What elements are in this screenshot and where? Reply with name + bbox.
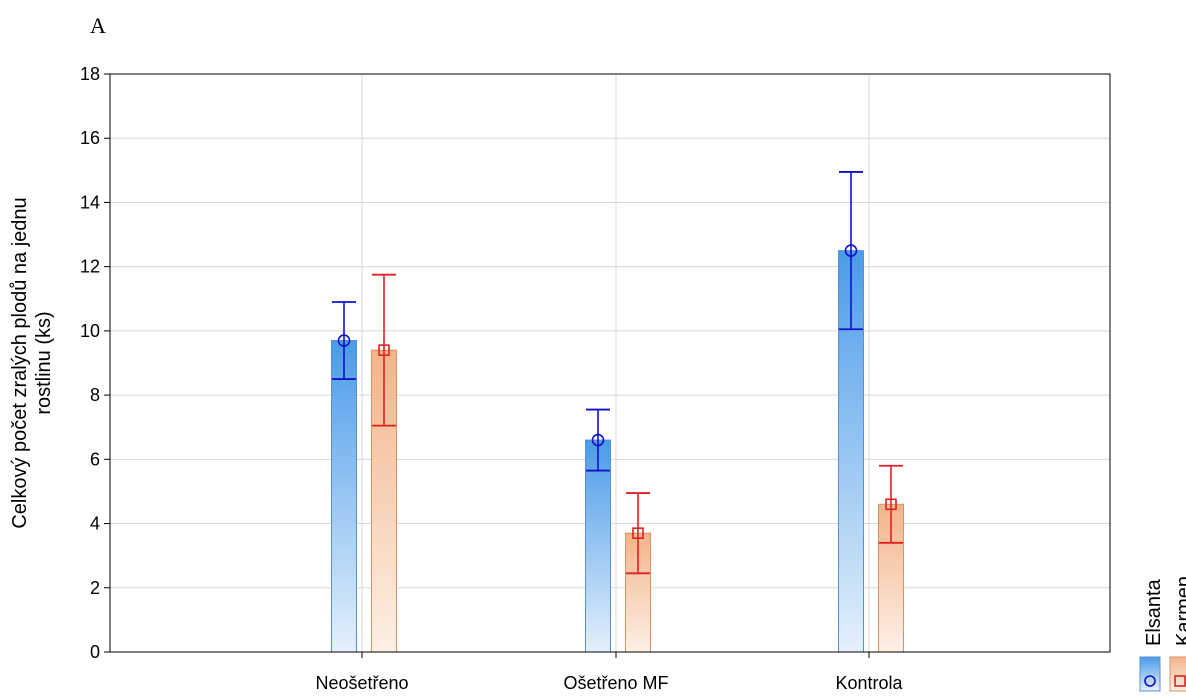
x-tick-label-0: Neošetřeno [315, 673, 408, 693]
legend-marker-elsanta [1144, 675, 1156, 687]
point-elsanta-2 [844, 244, 858, 257]
legend-label-karmen: Karmen [1173, 576, 1186, 646]
y-tick-label-2: 2 [90, 578, 100, 598]
x-axis: Neošetřeno Ošetřeno MF Kontrola [315, 652, 904, 693]
bar-elsanta-0 [331, 340, 357, 653]
x-tick-label-1: Ošetřeno MF [563, 673, 668, 693]
legend-label-elsanta: Elsanta [1143, 578, 1165, 646]
y-axis-label-line-2: rostlinu (ks) [33, 311, 55, 414]
error-bars-layer [332, 171, 903, 575]
y-tick-label-10: 10 [80, 321, 100, 341]
y-tick-label-14: 14 [80, 192, 100, 212]
y-axis: 0 2 4 6 8 10 12 14 16 18 [80, 64, 110, 662]
x-tick-label-2: Kontrola [835, 673, 903, 693]
y-tick-label-18: 18 [80, 64, 100, 84]
y-tick-label-12: 12 [80, 257, 100, 277]
plot-frame [109, 73, 1111, 653]
legend: Elsanta Karmen [1139, 576, 1186, 692]
grid-lines [110, 74, 1110, 652]
y-axis-label: Celkový počet zralých plodů na jednu rost… [9, 197, 55, 528]
point-karmen-0 [378, 344, 390, 356]
y-tick-label-4: 4 [90, 514, 100, 534]
legend-swatch-karmen [1169, 656, 1186, 692]
point-karmen-1 [632, 527, 644, 539]
y-axis-label-line-1: Celkový počet zralých plodů na jednu [9, 197, 31, 528]
legend-marker-karmen [1174, 675, 1186, 687]
point-karmen-2 [885, 498, 897, 511]
y-tick-label-6: 6 [90, 449, 100, 469]
point-elsanta-1 [591, 433, 605, 447]
y-tick-label-16: 16 [80, 128, 100, 148]
bar-elsanta-1 [585, 439, 611, 653]
bars-layer [331, 250, 904, 653]
y-tick-label-0: 0 [90, 642, 100, 662]
panel-label: A [90, 13, 106, 38]
y-tick-label-8: 8 [90, 385, 100, 405]
point-elsanta-0 [337, 334, 351, 347]
